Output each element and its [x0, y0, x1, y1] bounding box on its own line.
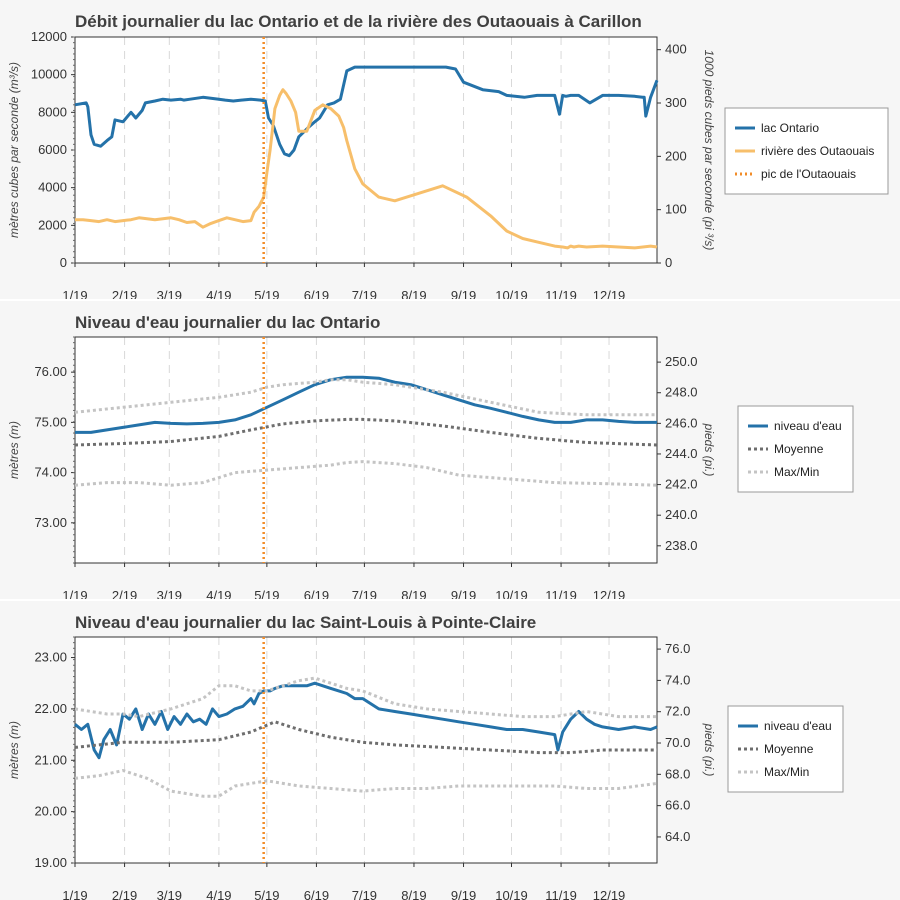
series-line-niveau-d-eau	[74, 681, 658, 760]
x-tick-label: 8/19	[401, 888, 426, 900]
chart-title: Niveau d'eau journalier du lac Saint-Lou…	[75, 613, 536, 632]
legend-label: niveau d'eau	[764, 719, 832, 733]
x-tick-label: 9/19	[451, 888, 476, 900]
chart-panel-1: Débit journalier du lac Ontario et de la…	[7, 12, 889, 303]
legend-label: niveau d'eau	[774, 419, 842, 433]
x-tick-label: 6/19	[304, 888, 329, 900]
chart-title: Débit journalier du lac Ontario et de la…	[75, 12, 642, 31]
legend-label: rivière des Outaouais	[761, 144, 874, 158]
y-tick-label: 22.00	[34, 701, 67, 716]
y2-tick-label: 64.0	[665, 829, 690, 844]
y-tick-label: 4000	[38, 180, 67, 195]
y2-tick-label: 70.0	[665, 735, 690, 750]
y2-axis-label: pieds (pi.)	[702, 723, 716, 777]
y-tick-label: 23.00	[34, 650, 67, 665]
y-tick-label: 73.00	[34, 515, 67, 530]
y2-tick-label: 74.0	[665, 672, 690, 687]
x-tick-label: 11/19	[545, 888, 577, 900]
y-tick-label: 0	[60, 255, 67, 270]
legend-label: lac Ontario	[761, 121, 819, 135]
y2-tick-label: 72.0	[665, 704, 690, 719]
legend-label: Max/Min	[774, 465, 819, 479]
series-line-min	[74, 460, 658, 487]
y-tick-label: 20.00	[34, 804, 67, 819]
legend-label: Moyenne	[774, 442, 824, 456]
legend: niveau d'eau Moyenne Max/Min	[727, 705, 844, 793]
y2-tick-label: 240.0	[665, 507, 698, 522]
plot-area	[75, 637, 657, 863]
y2-tick-label: 0	[665, 255, 672, 270]
legend-box	[727, 705, 844, 793]
legend: lac Ontario rivière des Outaouais pic de l…	[724, 107, 889, 195]
y2-axis-label: 1000 pieds cubes par seconde (pi ³/s)	[702, 50, 716, 251]
chart-panel-3: Niveau d'eau journalier du lac Saint-Lou…	[0, 599, 900, 900]
y-axis-label: mètres cubes par seconde (m³/s)	[7, 62, 21, 238]
chart-panel-2: Niveau d'eau journalier du lac Ontario 73…	[0, 299, 900, 603]
series-line-min	[74, 769, 658, 798]
series-line-niveau-d-eau	[75, 375, 657, 434]
x-tick-label: 3/19	[157, 888, 182, 900]
legend-label: Moyenne	[764, 742, 814, 756]
y-tick-label: 2000	[38, 217, 67, 232]
y-tick-label: 10000	[31, 67, 67, 82]
y2-tick-label: 76.0	[665, 641, 690, 656]
series-line-moyenne	[74, 417, 658, 447]
x-tick-label: 10/19	[495, 888, 528, 900]
x-tick-label: 4/19	[206, 888, 231, 900]
y-tick-label: 8000	[38, 104, 67, 119]
y2-tick-label: 250.0	[665, 354, 698, 369]
legend-label: pic de l'Outaouais	[761, 167, 856, 181]
legend-label: Max/Min	[764, 765, 809, 779]
legend: niveau d'eau Moyenne Max/Min	[737, 405, 854, 493]
y-tick-label: 74.00	[34, 465, 67, 480]
series-line-rivi-re-des-outaouais	[75, 88, 658, 250]
x-tick-label: 12/19	[593, 888, 626, 900]
y2-tick-label: 244.0	[665, 446, 698, 461]
y-axis-label: mètres (m)	[7, 421, 21, 479]
y2-tick-label: 246.0	[665, 415, 698, 430]
x-tick-label: 1/19	[62, 888, 87, 900]
x-tick-label: 2/19	[112, 888, 137, 900]
plot-area	[75, 37, 657, 263]
y2-tick-label: 300	[665, 95, 687, 110]
y2-tick-label: 100	[665, 202, 687, 217]
series-line-max	[74, 676, 657, 719]
y2-tick-label: 248.0	[665, 385, 698, 400]
y-tick-label: 21.00	[34, 752, 67, 767]
y2-tick-label: 238.0	[665, 538, 698, 553]
y2-axis-label: pieds (pi.)	[702, 423, 716, 477]
y2-tick-label: 242.0	[665, 477, 698, 492]
series-line-moyenne	[74, 720, 657, 755]
y-axis-label: mètres (m)	[7, 721, 21, 779]
plot-area	[75, 337, 657, 563]
y-tick-label: 76.00	[34, 364, 67, 379]
y-tick-label: 12000	[31, 29, 67, 44]
y2-tick-label: 68.0	[665, 766, 690, 781]
y-tick-label: 19.00	[34, 855, 67, 870]
legend-box	[737, 405, 854, 493]
chart-title: Niveau d'eau journalier du lac Ontario	[75, 313, 380, 332]
y-tick-label: 75.00	[34, 414, 67, 429]
x-tick-label: 7/19	[352, 888, 377, 900]
series-line-max	[74, 378, 657, 417]
y2-tick-label: 66.0	[665, 798, 690, 813]
x-tick-label: 5/19	[254, 888, 279, 900]
y2-tick-label: 200	[665, 148, 687, 163]
y2-tick-label: 400	[665, 42, 687, 57]
y-tick-label: 6000	[38, 142, 67, 157]
